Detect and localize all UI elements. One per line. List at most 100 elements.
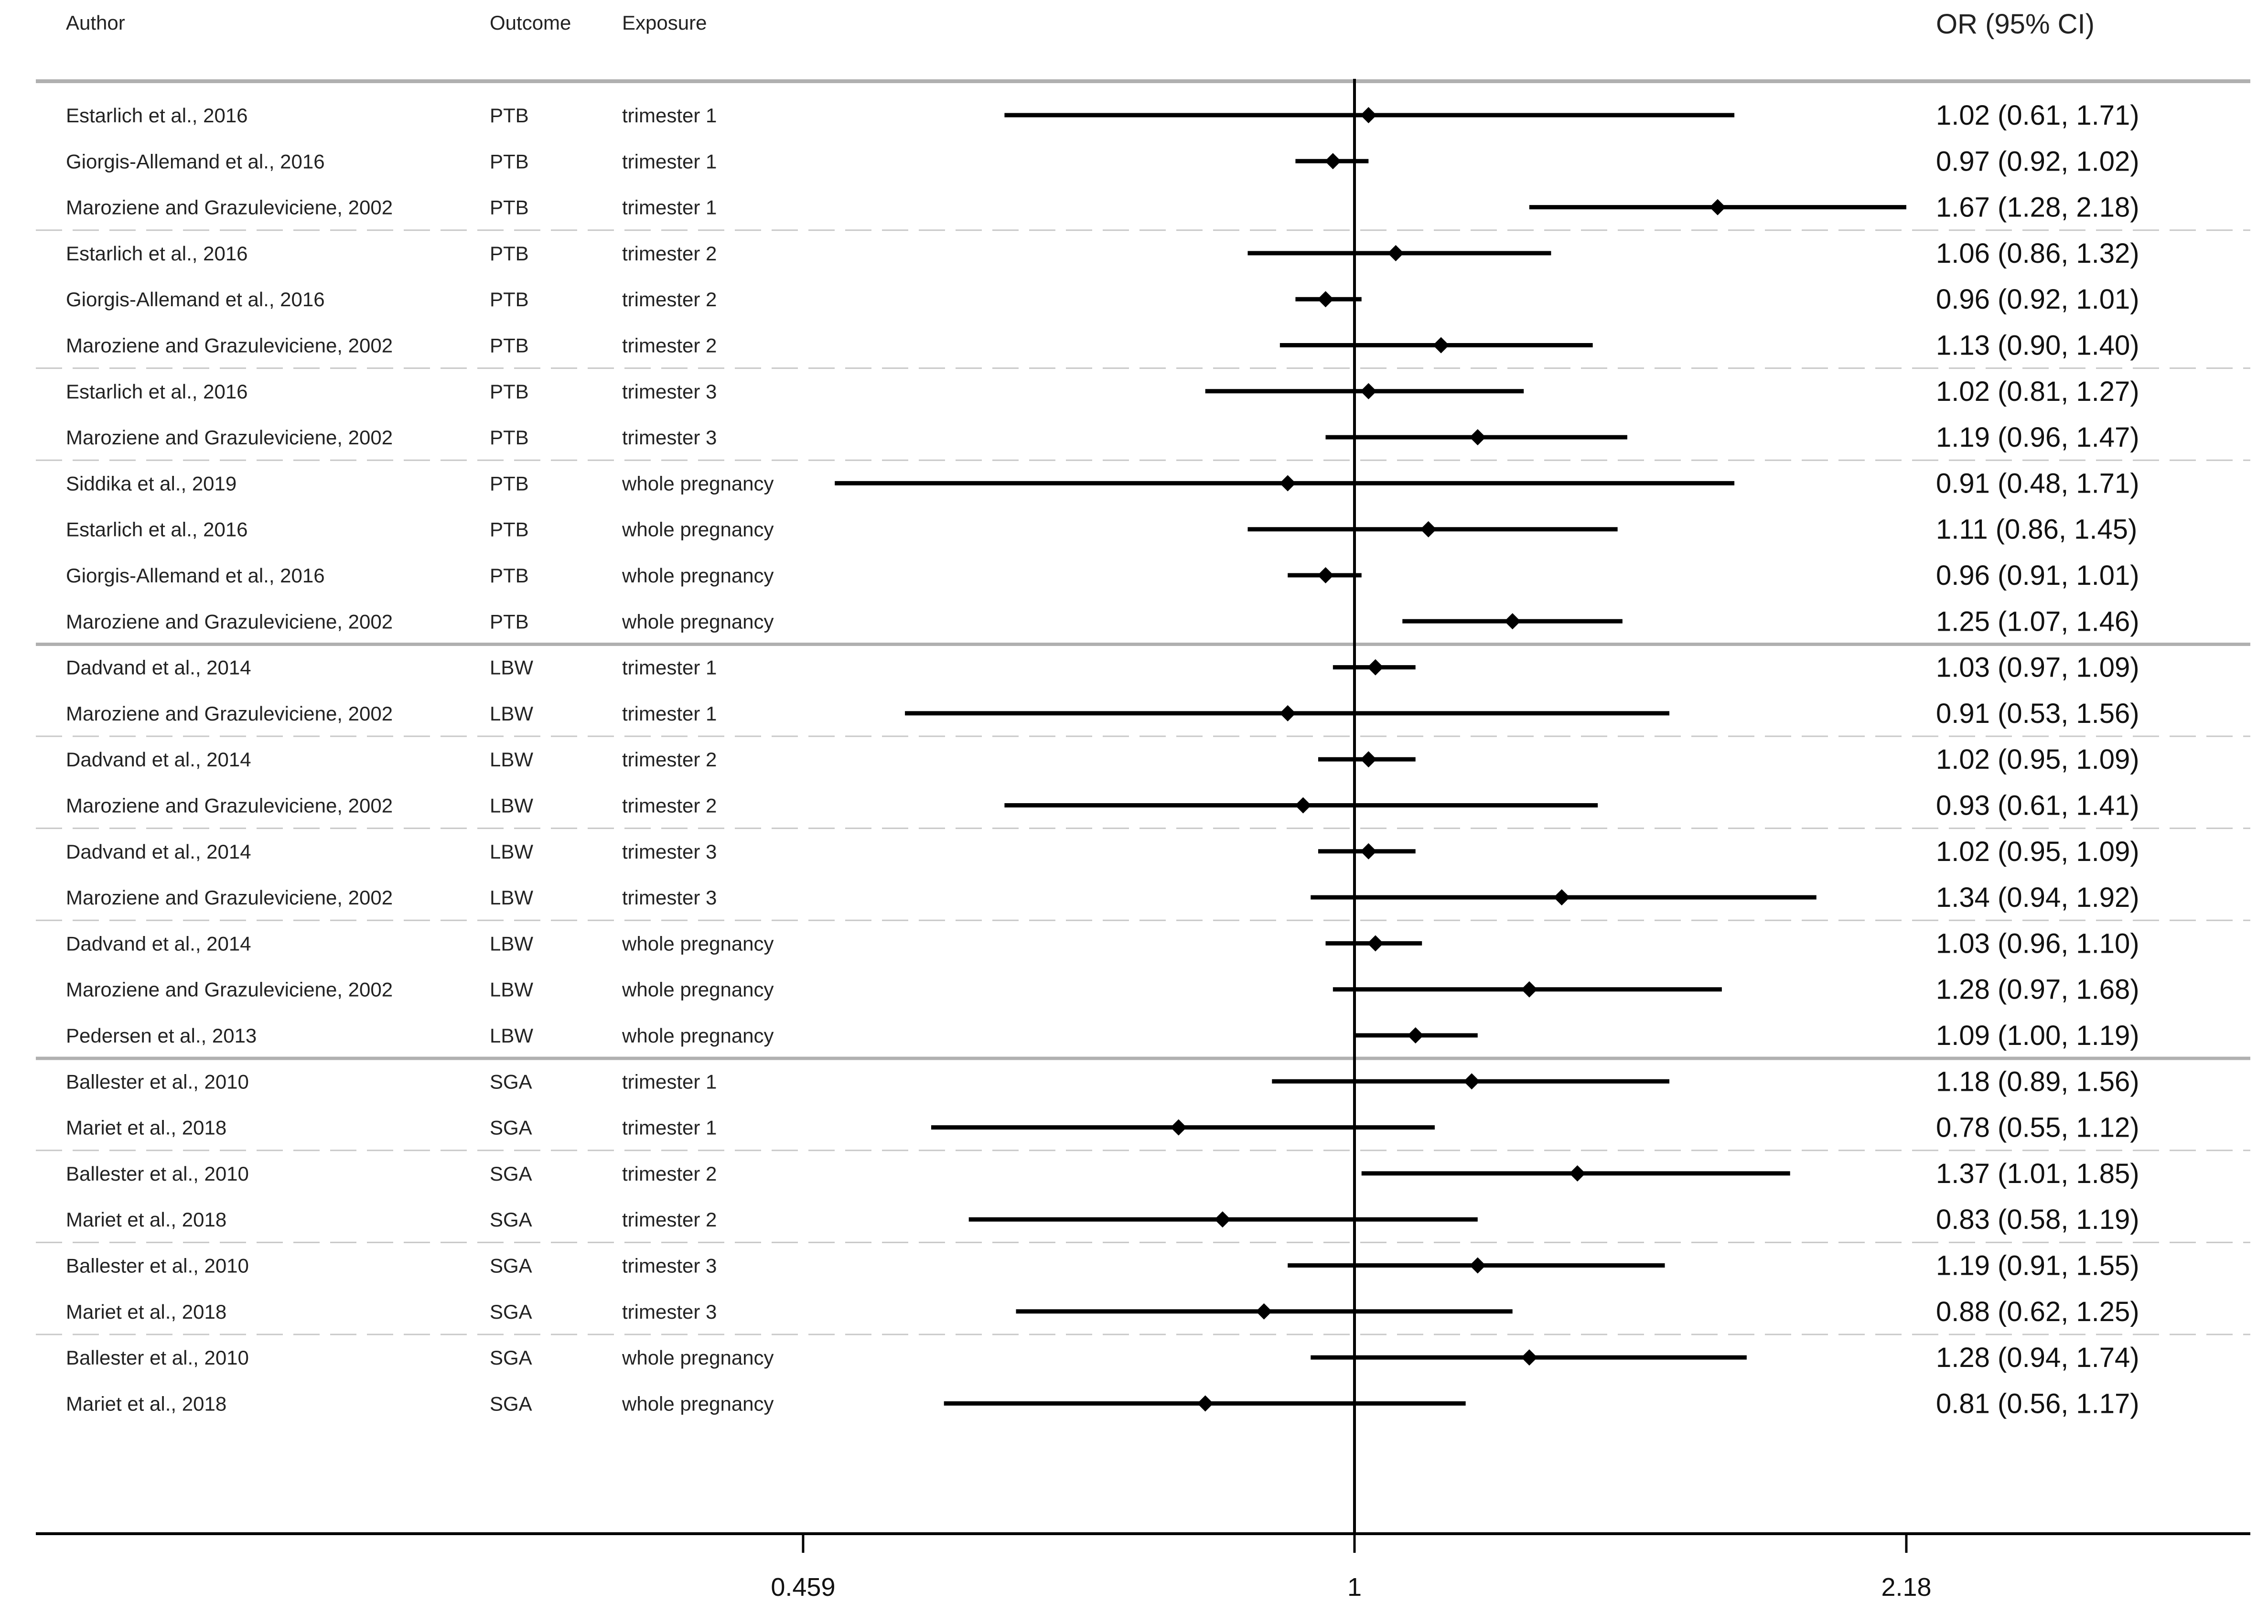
table-row: Maroziene and Grazuleviciene, 2002 LBW who…: [66, 974, 2139, 1005]
row-or-ci: 0.91 (0.48, 1.71): [1936, 468, 2139, 499]
header-exposure: Exposure: [622, 11, 707, 34]
row-author: Maroziene and Grazuleviciene, 2002: [66, 702, 393, 725]
row-outcome: SGA: [490, 1301, 532, 1323]
row-exposure: trimester 1: [622, 702, 717, 725]
point-estimate: [1367, 935, 1384, 952]
row-outcome: LBW: [490, 979, 533, 1001]
row-or-ci: 1.28 (0.94, 1.74): [1936, 1342, 2139, 1373]
point-estimate: [1504, 613, 1521, 630]
table-row: Ballester et al., 2010 SGA whole pregnancy…: [66, 1342, 2139, 1373]
row-outcome: PTB: [490, 242, 529, 265]
row-outcome: PTB: [490, 288, 529, 311]
table-row: Estarlich et al., 2016 PTB whole pregnancy…: [66, 514, 2137, 545]
row-outcome: SGA: [490, 1162, 532, 1185]
row-exposure: whole pregnancy: [622, 1024, 774, 1047]
row-or-ci: 1.09 (1.00, 1.19): [1936, 1020, 2139, 1051]
row-exposure: whole pregnancy: [622, 979, 774, 1001]
row-outcome: LBW: [490, 840, 533, 863]
row-outcome: SGA: [490, 1208, 532, 1231]
point-estimate: [1469, 429, 1486, 446]
row-outcome: SGA: [490, 1346, 532, 1369]
table-row: Dadvand et al., 2014 LBW whole pregnancy 1.…: [66, 928, 2139, 959]
table-row: Maroziene and Grazuleviciene, 2002 LBW tri…: [66, 790, 2139, 821]
row-author: Estarlich et al., 2016: [66, 380, 248, 403]
row-or-ci: 1.34 (0.94, 1.92): [1936, 882, 2139, 913]
row-outcome: SGA: [490, 1392, 532, 1415]
row-exposure: trimester 1: [622, 1117, 717, 1139]
row-author: Maroziene and Grazuleviciene, 2002: [66, 886, 393, 909]
row-outcome: LBW: [490, 932, 533, 955]
row-exposure: trimester 2: [622, 1208, 717, 1231]
row-outcome: PTB: [490, 518, 529, 541]
point-estimate: [1317, 567, 1334, 583]
point-estimate: [1407, 1027, 1424, 1043]
table-row: Estarlich et al., 2016 PTB trimester 1 1.02…: [66, 100, 2139, 131]
row-exposure: trimester 1: [622, 150, 717, 172]
row-author: Ballester et al., 2010: [66, 1255, 249, 1277]
row-exposure: trimester 1: [622, 104, 717, 127]
point-estimate: [1360, 383, 1377, 399]
row-author: Ballester et al., 2010: [66, 1070, 249, 1093]
row-exposure: trimester 3: [622, 1255, 717, 1277]
row-author: Dadvand et al., 2014: [66, 840, 251, 863]
point-estimate: [1360, 751, 1377, 768]
point-estimate: [1569, 1165, 1586, 1182]
table-row: Giorgis-Allemand et al., 2016 PTB trimeste…: [66, 146, 2139, 177]
row-outcome: PTB: [490, 380, 529, 403]
header-author: Author: [66, 11, 125, 34]
row-exposure: trimester 2: [622, 288, 717, 311]
row-author: Mariet et al., 2018: [66, 1301, 226, 1323]
table-row: Mariet et al., 2018 SGA trimester 3 0.88 (0…: [66, 1296, 2139, 1327]
row-author: Estarlich et al., 2016: [66, 104, 248, 127]
row-author: Ballester et al., 2010: [66, 1346, 249, 1369]
row-or-ci: 1.11 (0.86, 1.45): [1936, 514, 2137, 545]
row-or-ci: 1.02 (0.81, 1.27): [1936, 376, 2139, 407]
point-estimate: [1433, 337, 1450, 354]
row-or-ci: 1.13 (0.90, 1.40): [1936, 330, 2139, 361]
row-or-ci: 0.78 (0.55, 1.12): [1936, 1112, 2139, 1143]
table-row: Dadvand et al., 2014 LBW trimester 3 1.02 (…: [66, 836, 2139, 867]
table-row: Maroziene and Grazuleviciene, 2002 PTB tri…: [66, 330, 2139, 361]
row-author: Estarlich et al., 2016: [66, 518, 248, 541]
row-exposure: whole pregnancy: [622, 1392, 774, 1415]
row-exposure: trimester 3: [622, 886, 717, 909]
row-exposure: trimester 1: [622, 1070, 717, 1093]
row-author: Estarlich et al., 2016: [66, 242, 248, 265]
row-exposure: whole pregnancy: [622, 1346, 774, 1369]
row-or-ci: 1.37 (1.01, 1.85): [1936, 1158, 2139, 1189]
point-estimate: [1295, 797, 1311, 814]
table-row: Ballester et al., 2010 SGA trimester 1 1.18…: [66, 1066, 2139, 1097]
point-estimate: [1463, 1073, 1480, 1090]
point-estimate: [1367, 659, 1384, 676]
table-row: Dadvand et al., 2014 LBW trimester 1 1.03 (…: [66, 652, 2139, 683]
row-or-ci: 0.96 (0.92, 1.01): [1936, 284, 2139, 315]
row-or-ci: 0.83 (0.58, 1.19): [1936, 1204, 2139, 1235]
point-estimate: [1324, 153, 1341, 170]
point-estimate: [1279, 475, 1296, 492]
table-row: Mariet et al., 2018 SGA trimester 2 0.83 (0…: [66, 1204, 2139, 1235]
row-or-ci: 1.06 (0.86, 1.32): [1936, 238, 2139, 269]
table-row: Maroziene and Grazuleviciene, 2002 PTB tri…: [66, 192, 2139, 223]
row-author: Mariet et al., 2018: [66, 1392, 226, 1415]
row-outcome: PTB: [490, 150, 529, 172]
row-outcome: PTB: [490, 564, 529, 587]
row-author: Giorgis-Allemand et al., 2016: [66, 288, 325, 311]
row-author: Maroziene and Grazuleviciene, 2002: [66, 610, 393, 633]
row-outcome: SGA: [490, 1070, 532, 1093]
row-author: Dadvand et al., 2014: [66, 656, 251, 679]
row-exposure: trimester 3: [622, 840, 717, 863]
row-outcome: LBW: [490, 748, 533, 771]
table-row: Maroziene and Grazuleviciene, 2002 LBW tri…: [66, 698, 2139, 729]
row-author: Pedersen et al., 2013: [66, 1024, 257, 1047]
column-headers: Author Outcome Exposure OR (95% CI): [66, 9, 2095, 40]
row-author: Maroziene and Grazuleviciene, 2002: [66, 334, 393, 357]
row-author: Maroziene and Grazuleviciene, 2002: [66, 795, 393, 817]
row-author: Maroziene and Grazuleviciene, 2002: [66, 196, 393, 219]
tick-label: 0.459: [771, 1573, 835, 1602]
row-author: Dadvand et al., 2014: [66, 748, 251, 771]
row-or-ci: 0.96 (0.91, 1.01): [1936, 560, 2139, 591]
row-author: Mariet et al., 2018: [66, 1208, 226, 1231]
row-or-ci: 1.19 (0.91, 1.55): [1936, 1250, 2139, 1281]
row-outcome: LBW: [490, 656, 533, 679]
